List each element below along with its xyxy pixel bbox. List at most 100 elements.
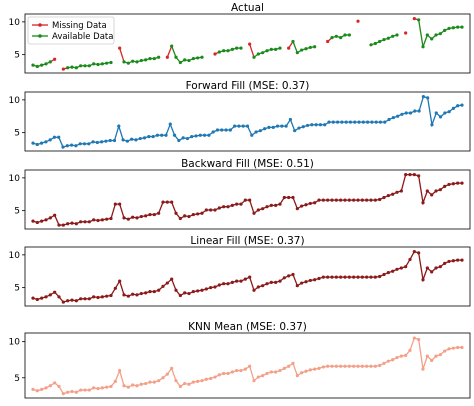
data-point: [174, 379, 178, 383]
data-point: [352, 198, 356, 202]
data-point: [250, 133, 254, 137]
data-point: [399, 266, 403, 270]
data-point: [400, 112, 404, 116]
data-point: [61, 145, 65, 149]
data-point: [40, 296, 44, 300]
data-point: [194, 134, 198, 138]
available-data-point: [334, 34, 338, 38]
data-point: [148, 380, 152, 384]
data-point: [291, 272, 295, 277]
data-point: [438, 188, 442, 192]
data-point: [165, 372, 169, 376]
data-point: [317, 198, 321, 202]
data-point: [230, 280, 234, 284]
data-point: [200, 211, 204, 215]
data-point: [395, 267, 399, 271]
data-point: [239, 279, 243, 283]
data-point: [382, 195, 386, 200]
data-point: [447, 259, 451, 264]
available-data-point: [191, 56, 195, 61]
data-point: [79, 388, 83, 392]
data-point: [323, 123, 327, 127]
available-data-point: [278, 46, 282, 50]
data-point: [96, 387, 100, 391]
available-data-point: [434, 33, 438, 37]
available-data-point: [395, 33, 399, 37]
available-data-point: [100, 62, 104, 66]
data-point: [152, 380, 156, 384]
available-data-point: [456, 25, 460, 29]
data-point: [191, 289, 195, 294]
data-point: [378, 120, 383, 124]
data-point: [438, 265, 442, 269]
data-point: [157, 379, 161, 383]
data-point: [374, 120, 378, 124]
available-data-point: [330, 36, 334, 40]
data-point: [105, 294, 109, 298]
data-point: [438, 353, 442, 357]
data-point: [378, 274, 382, 279]
available-data-point: [304, 47, 308, 51]
data-point: [347, 198, 351, 202]
data-point: [404, 172, 408, 177]
data-point: [430, 193, 434, 197]
data-point: [213, 375, 217, 379]
data-point: [44, 386, 48, 390]
data-point: [295, 284, 299, 288]
data-point: [92, 295, 96, 299]
available-data-point: [230, 47, 234, 52]
data-point: [213, 208, 217, 212]
data-point: [331, 120, 335, 124]
data-point: [61, 223, 65, 227]
data-point: [122, 293, 126, 297]
data-point: [334, 364, 338, 368]
data-point: [200, 379, 204, 383]
data-point: [118, 279, 122, 283]
data-point: [434, 189, 438, 193]
data-point: [443, 111, 447, 115]
missing-data-point: [118, 46, 122, 50]
data-point: [261, 284, 265, 288]
data-point: [434, 266, 438, 270]
available-data-point: [135, 60, 139, 64]
data-point: [291, 361, 295, 365]
data-point: [66, 222, 70, 226]
data-point: [248, 364, 252, 368]
data-point: [139, 291, 143, 296]
data-point: [65, 144, 69, 148]
data-point: [204, 287, 208, 291]
available-data-point: [79, 64, 83, 68]
data-point: [382, 272, 386, 277]
data-point: [122, 216, 126, 220]
data-point: [295, 207, 299, 211]
available-data-point: [178, 60, 182, 65]
data-point: [274, 203, 278, 207]
data-point: [239, 368, 243, 373]
data-point: [135, 216, 139, 220]
legend-box: [27, 16, 115, 45]
available-data-segment: [418, 19, 424, 47]
available-data-point: [252, 55, 256, 59]
data-point: [252, 288, 256, 292]
data-point: [395, 190, 399, 194]
panel-frame: [24, 13, 471, 74]
data-point: [265, 282, 269, 286]
data-point: [293, 129, 297, 133]
data-point: [456, 104, 460, 108]
data-point: [412, 172, 416, 177]
data-point: [356, 364, 360, 368]
data-point: [217, 206, 221, 210]
available-data-point: [92, 62, 96, 66]
data-point: [308, 201, 312, 206]
data-point: [126, 294, 130, 298]
data-point: [278, 368, 282, 373]
missing-data-point: [213, 52, 217, 56]
data-point: [35, 142, 39, 147]
data-point: [366, 120, 370, 124]
data-point: [396, 114, 400, 118]
data-point: [258, 129, 262, 133]
data-point: [317, 366, 321, 370]
data-point: [233, 124, 237, 128]
data-point: [165, 281, 169, 285]
data-point: [347, 364, 351, 368]
